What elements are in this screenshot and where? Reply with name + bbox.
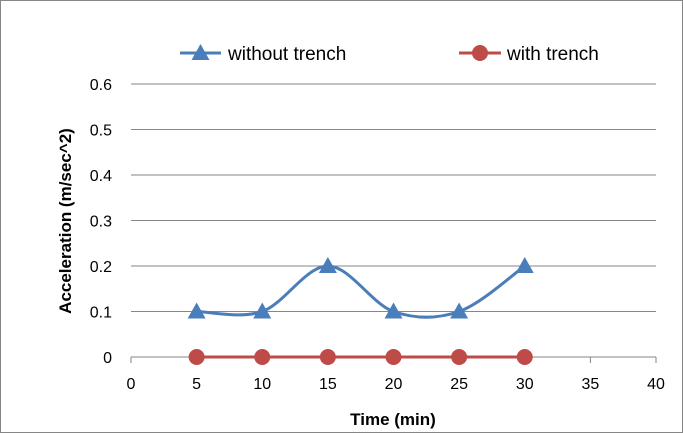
- data-point-with-trench: [254, 349, 271, 365]
- x-tick-label: 40: [647, 376, 665, 393]
- gridlines: [131, 83, 656, 312]
- x-tick-label: 25: [450, 376, 468, 393]
- y-tick-label: 0.5: [90, 123, 112, 140]
- y-tick-label: 0: [103, 350, 112, 367]
- y-tick-label: 0.4: [90, 168, 112, 185]
- series-line-without-trench: [196, 264, 526, 319]
- data-point-without-trench: [450, 302, 469, 319]
- data-point-with-trench: [188, 349, 205, 365]
- y-tick-label: 0.1: [90, 305, 112, 322]
- y-tick-label: 0.2: [90, 259, 112, 276]
- data-point-without-trench: [384, 302, 403, 319]
- tick-labels: 0 0.1 0.2 0.3 0.4 0.5 0.6 0 5 10 15 20 25 30 35 40: [90, 77, 665, 393]
- x-axis-title: Time (min): [350, 410, 436, 429]
- x-tick-label: 5: [192, 376, 201, 393]
- data-point-with-trench: [319, 349, 336, 365]
- y-tick-label: 0.3: [90, 214, 112, 231]
- x-tick-label: 10: [253, 376, 271, 393]
- series: [187, 257, 534, 365]
- x-tick-label: 30: [516, 376, 534, 393]
- data-point-with-trench: [516, 349, 533, 365]
- legend-label-without-trench: without trench: [227, 44, 346, 65]
- legend: without trench with trench: [180, 44, 599, 65]
- data-point-without-trench: [515, 257, 534, 273]
- data-point-with-trench: [451, 349, 468, 365]
- data-point-without-trench: [187, 302, 206, 319]
- legend-label-with-trench: with trench: [506, 44, 599, 65]
- y-tick-label: 0.6: [90, 77, 112, 94]
- x-tick-label: 15: [319, 376, 337, 393]
- legend-marker-with-trench: [472, 45, 488, 61]
- x-tick-label: 0: [127, 376, 136, 393]
- x-tick-label: 35: [581, 376, 599, 393]
- data-point-without-trench: [318, 257, 337, 273]
- data-point-without-trench: [253, 302, 272, 319]
- y-axis-title: Acceleration (m/sec^2): [56, 128, 75, 314]
- legend-marker-without-trench: [191, 44, 210, 60]
- legend-entry-with-trench: with trench: [459, 44, 599, 65]
- legend-entry-without-trench: without trench: [180, 44, 346, 65]
- x-tick-label: 20: [385, 376, 403, 393]
- data-point-with-trench: [385, 349, 402, 365]
